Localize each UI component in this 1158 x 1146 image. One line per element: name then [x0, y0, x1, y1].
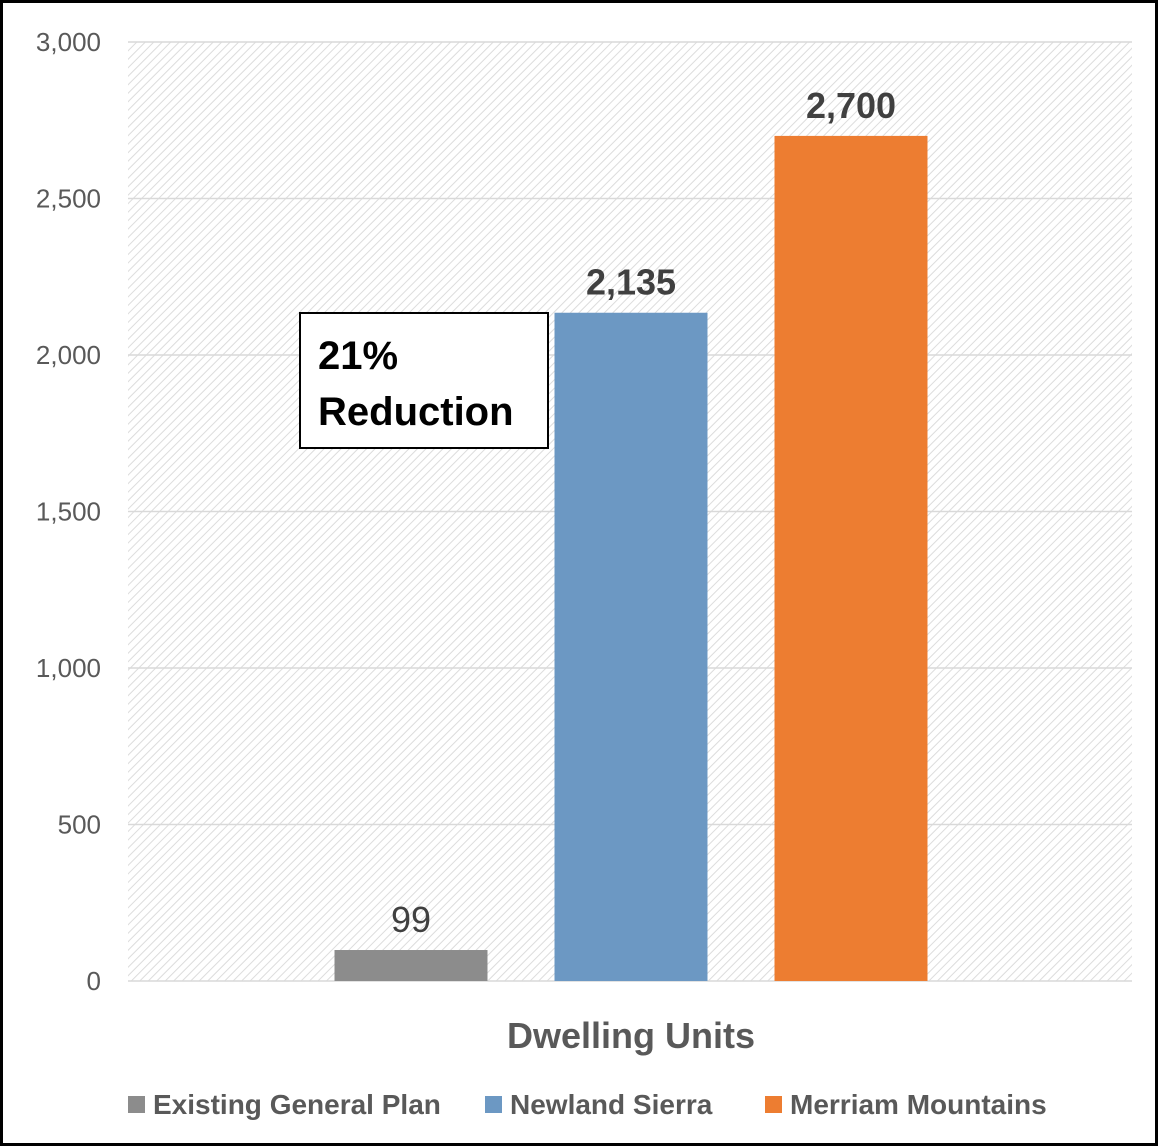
y-tick-label: 2,000: [36, 340, 101, 370]
reduction-callout: 21% Reduction: [299, 312, 549, 449]
y-tick-label: 500: [58, 810, 101, 840]
bar: [554, 312, 708, 981]
bar: [334, 950, 488, 981]
bar: [774, 135, 928, 981]
bar-value-label: 2,700: [806, 85, 896, 126]
legend-label: Newland Sierra: [510, 1089, 713, 1120]
y-tick-label: 2,500: [36, 184, 101, 214]
legend-swatch: [485, 1096, 502, 1113]
y-tick-label: 3,000: [36, 27, 101, 57]
bar-labels: 99 2,135 2,700: [391, 85, 896, 940]
legend-swatch: [765, 1096, 782, 1113]
callout-line-1: 21%: [318, 334, 398, 378]
bar-value-label: 2,135: [586, 262, 676, 303]
x-axis-title: Dwelling Units: [507, 1015, 755, 1056]
bars: [334, 135, 928, 981]
y-axis-ticks: 0 500 1,000 1,500 2,000 2,500 3,000: [36, 27, 101, 996]
legend-label: Existing General Plan: [153, 1089, 441, 1120]
callout-line-2: Reduction: [318, 390, 514, 434]
y-tick-label: 0: [87, 966, 101, 996]
callout-box: [299, 312, 549, 449]
legend: Existing General Plan Newland Sierra Merri…: [128, 1089, 1047, 1120]
y-tick-label: 1,000: [36, 653, 101, 683]
y-tick-label: 1,500: [36, 497, 101, 527]
bar-value-label: 99: [391, 899, 431, 940]
legend-label: Merriam Mountains: [790, 1089, 1047, 1120]
legend-swatch: [128, 1096, 145, 1113]
